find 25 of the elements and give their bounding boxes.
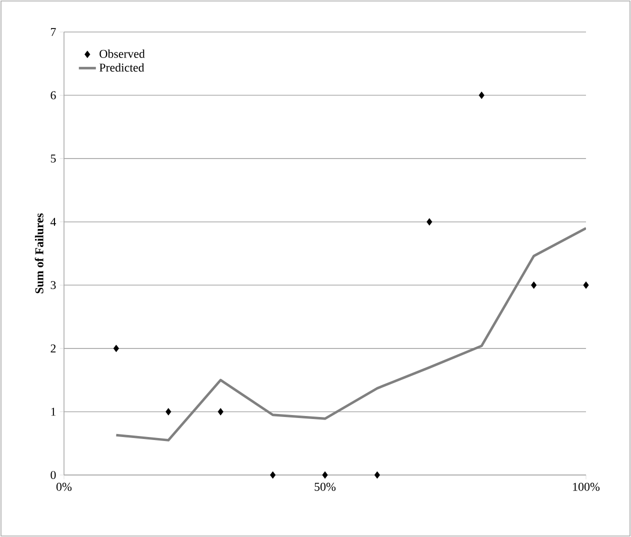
point <box>322 471 328 479</box>
x-tick-label: 50% <box>314 482 336 491</box>
y-tick-label: 7 <box>51 28 56 36</box>
point <box>270 471 276 479</box>
y-tick-label: 5 <box>50 154 56 163</box>
y-tick-label: 2 <box>50 344 56 352</box>
point <box>426 218 432 226</box>
point <box>478 92 484 99</box>
y-tick-label: 0 <box>50 470 56 480</box>
point <box>113 344 120 352</box>
point <box>166 408 172 416</box>
x-tick-label: 100% <box>573 482 600 491</box>
line-series <box>114 226 586 442</box>
point <box>218 408 224 416</box>
y-tick-label: 4 <box>50 218 56 226</box>
x-tick-label: 0% <box>56 482 72 491</box>
point <box>530 281 537 289</box>
legend-label: Predicted <box>99 63 144 72</box>
y-axis-title: Sum of Failures <box>34 213 44 294</box>
y-tick-label: 1 <box>51 408 56 416</box>
y-tick-label: 6 <box>50 91 56 100</box>
point <box>374 471 380 479</box>
legend-label: Observed <box>100 49 145 58</box>
point <box>583 281 589 289</box>
y-tick-label: 3 <box>50 281 56 290</box>
